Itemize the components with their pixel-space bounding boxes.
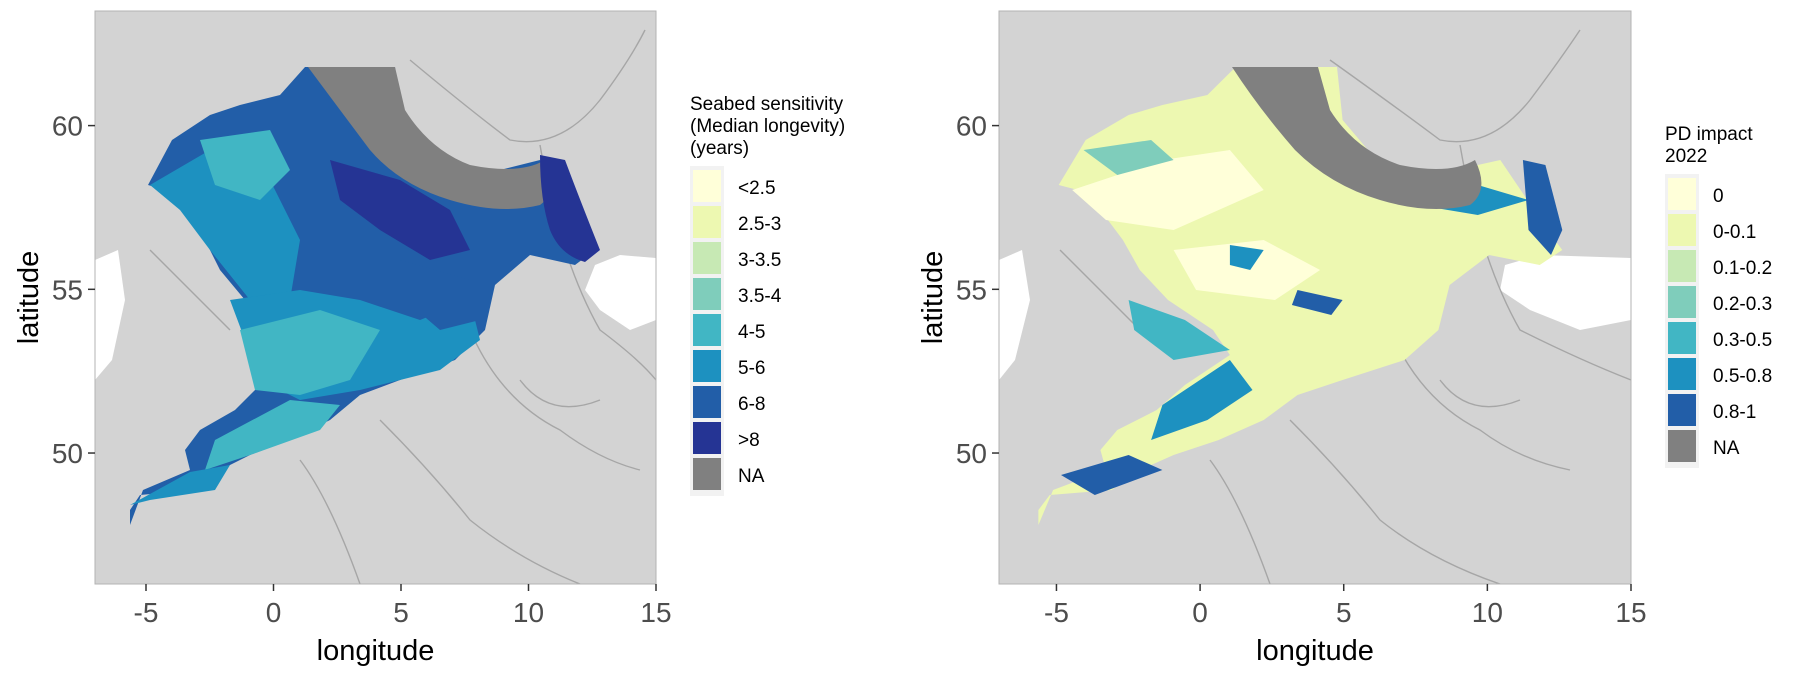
legend-title: 2022 <box>1665 146 1707 167</box>
legend-swatch <box>1668 250 1696 282</box>
y-axis-title: latitude <box>13 251 45 345</box>
legend-swatch <box>1668 214 1696 246</box>
sensitivity-patch <box>400 260 480 330</box>
legend-label: 0 <box>1713 186 1724 207</box>
legend-swatch <box>693 314 721 346</box>
legend-label: 0.5-0.8 <box>1713 366 1772 387</box>
y-tick-label: 60 <box>956 111 987 142</box>
sensitivity-patch <box>205 400 340 470</box>
x-tick-label: 0 <box>1192 597 1208 628</box>
panel-border-right <box>998 10 1632 585</box>
baltic-sea-white <box>585 255 656 330</box>
y-axis-title: latitude <box>917 251 949 345</box>
country-borders <box>149 29 656 584</box>
impact-patch <box>1128 300 1230 360</box>
y-tick-label: 55 <box>52 274 83 305</box>
legend-title: (years) <box>690 138 749 159</box>
sensitivity-patch <box>240 310 380 395</box>
x-tick-label: 15 <box>640 597 671 628</box>
baltic-sea-white <box>1500 255 1631 330</box>
legend-label: 6-8 <box>738 394 765 415</box>
impact-patch <box>1072 150 1264 230</box>
impact-patch <box>1151 360 1253 440</box>
x-axis-title: longitude <box>1256 635 1374 667</box>
legend-swatch <box>693 386 721 418</box>
x-tick-label: 5 <box>393 597 409 628</box>
legend-swatch <box>693 422 721 454</box>
legend-swatch <box>1668 286 1696 318</box>
x-tick-label: 15 <box>1615 597 1646 628</box>
y-tick-label: 55 <box>956 274 987 305</box>
impact-patch <box>1291 290 1343 315</box>
legend-label: 5-6 <box>738 358 765 379</box>
country-borders <box>1059 29 1631 584</box>
map-panel-impact: -5 0 5 10 15 50 55 60 longitude latitude PD impac… <box>917 10 1772 667</box>
irish-sea-white <box>95 250 125 380</box>
x-tick-label: 10 <box>1472 597 1503 628</box>
y-tick-label: 60 <box>52 111 83 142</box>
x-tick-label: 5 <box>1336 597 1352 628</box>
y-tick-label: 50 <box>52 438 83 469</box>
legend-swatch <box>1668 430 1696 462</box>
irish-sea-white <box>999 250 1030 380</box>
impact-patch <box>1083 140 1174 175</box>
legend-swatch <box>1668 322 1696 354</box>
y-tick-label: 50 <box>956 438 987 469</box>
sensitivity-patch <box>130 465 230 505</box>
impact-patch <box>1229 245 1264 270</box>
legend-swatch <box>693 206 721 238</box>
map-panel-sensitivity: -5 0 5 10 15 50 55 60 longitude latitude Seabed s… <box>13 10 845 667</box>
x-tick-label: -5 <box>1044 597 1069 628</box>
legend-label: >8 <box>738 430 760 451</box>
legend-title: PD impact <box>1665 124 1753 145</box>
x-tick-label: -5 <box>134 597 159 628</box>
x-tick-label: 10 <box>513 597 544 628</box>
x-tick-label: 0 <box>266 597 282 628</box>
legend-label: NA <box>1713 438 1740 459</box>
legend-swatch <box>693 170 721 202</box>
legend-swatch <box>693 458 721 490</box>
legend-title: (Median longevity) <box>690 116 845 137</box>
legend-label: 0.8-1 <box>1713 402 1756 423</box>
impact-patch <box>1522 160 1563 255</box>
legend-swatch <box>693 278 721 310</box>
sensitivity-patch <box>200 130 290 200</box>
legend-label: 0.2-0.3 <box>1713 294 1772 315</box>
legend-label: 4-5 <box>738 322 765 343</box>
na-region-norwegian-trench <box>308 67 552 209</box>
legend-swatch <box>1668 358 1696 390</box>
legend-label: <2.5 <box>738 178 776 199</box>
legend-swatch <box>1668 394 1696 426</box>
legend-label: NA <box>738 466 765 487</box>
legend-label: 3.5-4 <box>738 286 782 307</box>
impact-patch <box>1173 240 1321 300</box>
skagerrak-deep-region <box>540 155 600 262</box>
legend-label: 3-3.5 <box>738 250 781 271</box>
legend-swatch <box>1668 178 1696 210</box>
legend-label: 0.1-0.2 <box>1713 258 1772 279</box>
legend-label: 2.5-3 <box>738 214 781 235</box>
legend-swatch <box>693 350 721 382</box>
x-axis-title: longitude <box>317 635 435 667</box>
sensitivity-patch <box>330 160 470 260</box>
legend-label: 0.3-0.5 <box>1713 330 1772 351</box>
legend-title: Seabed sensitivity <box>690 94 844 115</box>
na-region-norwegian-trench <box>1232 67 1482 209</box>
panel-border-left <box>94 10 657 585</box>
impact-patch <box>1061 455 1163 495</box>
legend-label: 0-0.1 <box>1713 222 1756 243</box>
legend-swatch <box>693 242 721 274</box>
